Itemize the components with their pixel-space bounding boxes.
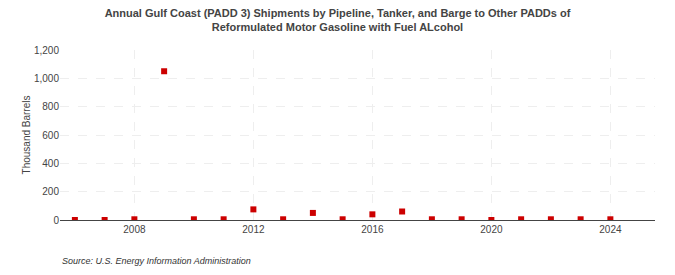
- svg-text:Source: U.S. Energy Informatio: Source: U.S. Energy Information Administ…: [62, 256, 251, 266]
- svg-text:2012: 2012: [242, 224, 265, 235]
- svg-text:Annual Gulf Coast (PADD 3) Shi: Annual Gulf Coast (PADD 3) Shipments by …: [105, 7, 571, 33]
- svg-text:2016: 2016: [361, 224, 384, 235]
- svg-text:400: 400: [42, 158, 59, 169]
- svg-text:2024: 2024: [599, 224, 622, 235]
- svg-text:600: 600: [42, 130, 59, 141]
- svg-text:2008: 2008: [123, 224, 146, 235]
- svg-text:1,000: 1,000: [34, 73, 59, 84]
- svg-text:200: 200: [42, 186, 59, 197]
- svg-text:2020: 2020: [480, 224, 503, 235]
- svg-text:0: 0: [53, 215, 59, 226]
- svg-text:1,200: 1,200: [34, 45, 59, 56]
- svg-text:Thousand Barrels: Thousand Barrels: [21, 96, 32, 175]
- svg-text:800: 800: [42, 101, 59, 112]
